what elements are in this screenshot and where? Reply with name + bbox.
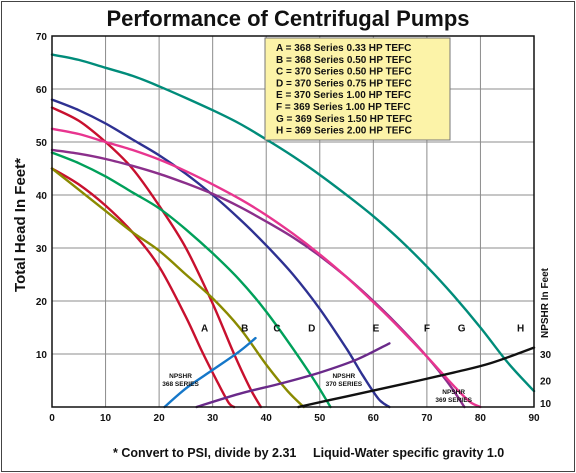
legend-entry: G = 369 Series 1.50 HP TEFC: [276, 114, 412, 125]
y-axis-label: Total Head In Feet*: [12, 158, 29, 292]
legend-entry: H = 369 Series 2.00 HP TEFC: [276, 126, 412, 137]
y-tick-label: 50: [36, 138, 48, 149]
footnote-psi: * Convert to PSI, divide by 2.31: [113, 446, 296, 460]
curve-label-b: B: [241, 324, 248, 335]
curve-c: [50, 167, 305, 409]
curve-f: [50, 148, 466, 409]
curve-label-e: E: [373, 324, 380, 335]
npshr-curve-1: [163, 336, 257, 409]
curve-a: [50, 167, 236, 409]
y2-tick-label: 10: [540, 399, 552, 410]
y-tick-label: 70: [36, 32, 48, 43]
x-tick-label: 90: [528, 413, 540, 424]
legend-entry: C = 370 Series 0.50 HP TEFC: [276, 67, 412, 78]
grid: [52, 36, 534, 407]
curve-label-f: F: [424, 324, 430, 335]
legend-entry: A = 368 Series 0.33 HP TEFC: [276, 43, 411, 54]
y2-tick-label: 20: [540, 377, 552, 388]
plot-border: [51, 35, 535, 408]
x-tick-label: 70: [421, 413, 433, 424]
curve-label-a: A: [201, 324, 208, 335]
legend-entry: B = 368 Series 0.50 HP TEFC: [276, 55, 412, 66]
curve-labels: A B C D E F G H NPSHR 368 SERIES NPSHR 370 SERIES NP…: [162, 324, 524, 404]
curve-label-h: H: [517, 324, 524, 335]
curve-label-d: D: [308, 324, 315, 335]
curve-b: [50, 106, 263, 409]
y-tick-label: 40: [36, 191, 48, 202]
npshr-curve-3: [297, 346, 536, 409]
head-curves: [50, 53, 536, 409]
legend-entry: E = 370 Series 1.00 HP TEFC: [276, 90, 411, 101]
x-tick-label: 50: [314, 413, 326, 424]
legend-box: [264, 37, 451, 141]
npshr-curves: [163, 336, 536, 409]
npshr-curve-2: [195, 342, 391, 409]
y-tick-label: 20: [36, 297, 48, 308]
x-tick-label: 60: [368, 413, 380, 424]
curve-d: [50, 151, 332, 409]
npshr-label: NPSHR 368 SERIES: [162, 373, 199, 388]
x-tick-label: 10: [100, 413, 112, 424]
y-tick-label: 30: [36, 244, 48, 255]
npshr-label: NPSHR 369 SERIES: [435, 389, 472, 404]
curve-label-g: G: [458, 324, 466, 335]
footnote-gravity: Liquid-Water specific gravity 1.0: [313, 446, 504, 460]
x-tick-label: 0: [49, 413, 55, 424]
npshr-label: NPSHR 370 SERIES: [326, 373, 363, 388]
x-tick-label: 20: [154, 413, 166, 424]
x-tick-label: 80: [475, 413, 487, 424]
y-tick-label: 10: [36, 350, 48, 361]
legend-entry: F = 369 Series 1.00 HP TEFC: [276, 102, 411, 113]
y2-tick-label: 30: [540, 350, 552, 361]
legend-entry: D = 370 Series 0.75 HP TEFC: [276, 78, 412, 89]
y-tick-label: 60: [36, 85, 48, 96]
plot-area-border: [51, 35, 535, 408]
curve-h: [50, 53, 536, 393]
x-tick-label: 30: [207, 413, 219, 424]
curve-e: [50, 98, 391, 409]
chart-title: Performance of Centrifugal Pumps: [106, 6, 469, 31]
curve-g: [50, 127, 482, 409]
y2-axis-label: NPSHR In Feet: [540, 267, 551, 338]
curve-label-c: C: [273, 324, 280, 335]
x-tick-label: 40: [261, 413, 273, 424]
